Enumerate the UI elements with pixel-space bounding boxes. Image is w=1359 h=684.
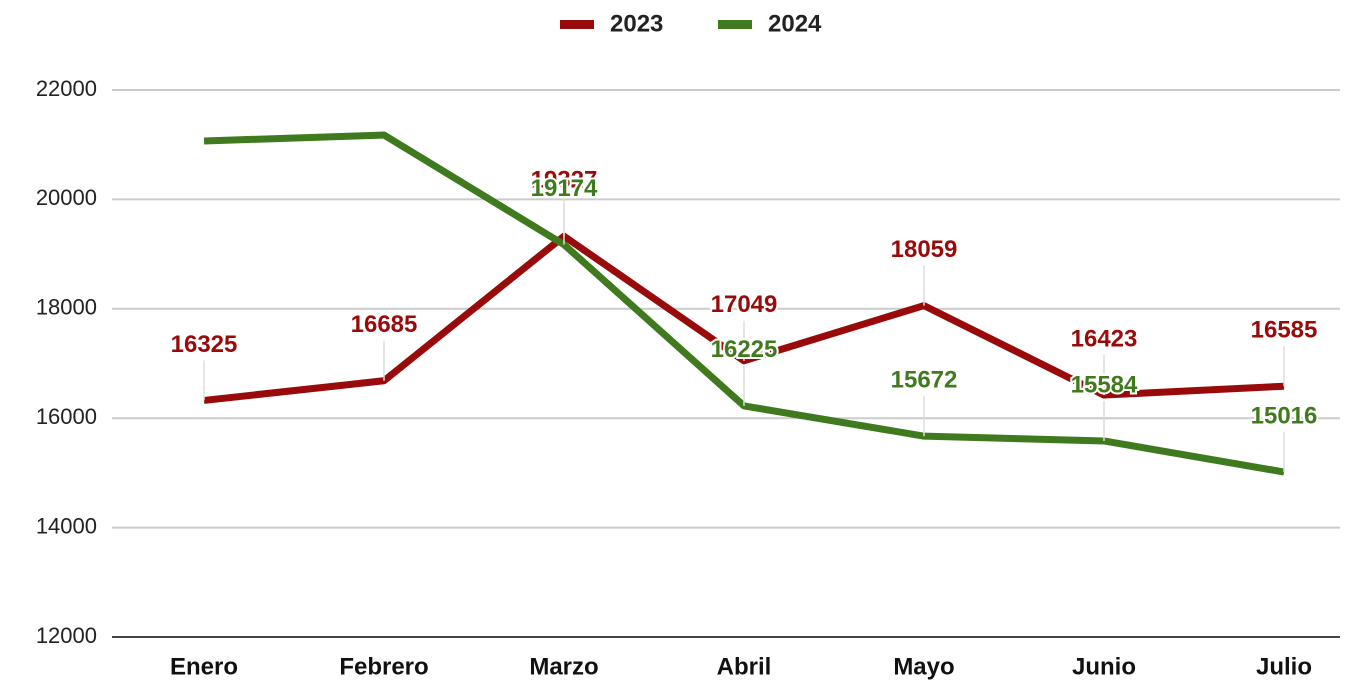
data-label: 19327: [531, 167, 598, 194]
data-label: 17049: [711, 291, 778, 318]
x-tick-label: Junio: [1072, 653, 1136, 680]
data-label: 18059: [891, 236, 958, 263]
legend-swatch: [560, 20, 594, 29]
x-tick-label: Julio: [1256, 653, 1312, 680]
data-label: 16585: [1251, 317, 1318, 344]
data-label: 15672: [891, 366, 958, 393]
data-label: 16423: [1071, 325, 1138, 352]
data-label: 16325: [171, 331, 238, 358]
y-tick-label: 18000: [36, 295, 97, 320]
data-label: 15016: [1251, 402, 1318, 429]
y-tick-label: 14000: [36, 513, 97, 538]
x-tick-label: Mayo: [893, 653, 954, 680]
y-tick-label: 16000: [36, 404, 97, 429]
legend-swatch: [718, 20, 752, 29]
y-tick-label: 20000: [36, 185, 97, 210]
data-label: 16225: [711, 336, 778, 363]
y-tick-label: 12000: [36, 623, 97, 648]
x-tick-label: Abril: [717, 653, 772, 680]
data-label: 16685: [351, 311, 418, 338]
legend-label: 2024: [768, 10, 822, 37]
data-label: 15584: [1071, 371, 1138, 398]
x-tick-label: Marzo: [529, 653, 598, 680]
x-tick-label: Febrero: [339, 653, 428, 680]
data-label: 19174: [531, 175, 598, 202]
x-tick-label: Enero: [170, 653, 238, 680]
y-tick-label: 22000: [36, 76, 97, 101]
legend-label: 2023: [610, 10, 663, 37]
